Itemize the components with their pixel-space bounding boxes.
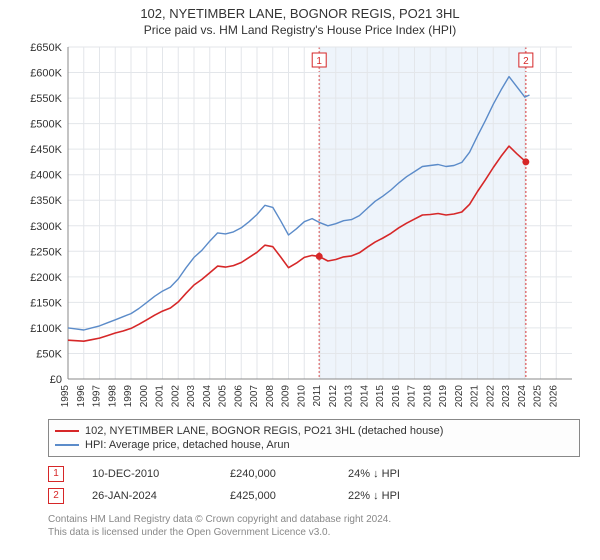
svg-text:2016: 2016	[391, 385, 402, 408]
svg-text:2019: 2019	[438, 385, 449, 408]
price-chart-card: { "header": { "title": "102, NYETIMBER L…	[0, 0, 600, 560]
svg-text:1995: 1995	[60, 385, 71, 408]
svg-text:2015: 2015	[375, 385, 386, 408]
svg-text:1999: 1999	[123, 385, 134, 408]
svg-text:£200K: £200K	[30, 272, 62, 284]
svg-text:1997: 1997	[92, 385, 103, 408]
svg-text:2004: 2004	[202, 385, 213, 408]
legend-item: HPI: Average price, detached house, Arun	[55, 438, 573, 452]
svg-text:2010: 2010	[296, 385, 307, 408]
svg-text:2008: 2008	[265, 385, 276, 408]
transactions-table: 1 10-DEC-2010 £240,000 24% ↓ HPI 2 26-JAN-202…	[48, 463, 580, 507]
line-chart-svg: £0 £50K £100K £150K £200K £250K £300K £350K £400…	[20, 41, 580, 413]
svg-text:2018: 2018	[422, 385, 433, 408]
svg-text:£150K: £150K	[30, 297, 62, 309]
transaction-diff: 24% ↓ HPI	[348, 468, 448, 480]
legend-swatch	[55, 430, 79, 432]
svg-text:2003: 2003	[186, 385, 197, 408]
svg-text:1998: 1998	[107, 385, 118, 408]
attribution: Contains HM Land Registry data © Crown c…	[48, 513, 580, 539]
svg-text:2007: 2007	[249, 385, 260, 408]
transaction-row: 1 10-DEC-2010 £240,000 24% ↓ HPI	[48, 463, 580, 485]
legend-item: 102, NYETIMBER LANE, BOGNOR REGIS, PO21 …	[55, 424, 573, 438]
legend-label: HPI: Average price, detached house, Arun	[85, 439, 290, 451]
svg-text:2000: 2000	[139, 385, 150, 408]
svg-text:2013: 2013	[344, 385, 355, 408]
svg-text:2006: 2006	[233, 385, 244, 408]
legend-swatch	[55, 444, 79, 446]
svg-text:2022: 2022	[485, 385, 496, 408]
transaction-date: 26-JAN-2024	[92, 490, 202, 502]
chart-title: 102, NYETIMBER LANE, BOGNOR REGIS, PO21 …	[0, 0, 600, 21]
svg-text:1: 1	[316, 56, 322, 67]
transaction-price: £240,000	[230, 468, 320, 480]
svg-text:£450K: £450K	[30, 144, 62, 156]
chart-area: £0 £50K £100K £150K £200K £250K £300K £350K £400…	[20, 41, 580, 413]
svg-text:£350K: £350K	[30, 195, 62, 207]
svg-text:2: 2	[523, 56, 529, 67]
svg-text:1996: 1996	[76, 385, 87, 408]
transaction-row: 2 26-JAN-2024 £425,000 22% ↓ HPI	[48, 485, 580, 507]
svg-text:2005: 2005	[218, 385, 229, 408]
attribution-line: This data is licensed under the Open Gov…	[48, 526, 580, 539]
svg-text:2009: 2009	[281, 385, 292, 408]
transaction-date: 10-DEC-2010	[92, 468, 202, 480]
svg-text:2017: 2017	[407, 385, 418, 408]
attribution-line: Contains HM Land Registry data © Crown c…	[48, 513, 580, 526]
transaction-marker: 2	[48, 488, 64, 504]
svg-text:2011: 2011	[312, 385, 323, 407]
svg-text:2024: 2024	[517, 385, 528, 408]
svg-text:2012: 2012	[328, 385, 339, 408]
svg-text:£550K: £550K	[30, 93, 62, 105]
transaction-marker: 1	[48, 466, 64, 482]
svg-text:£650K: £650K	[30, 42, 62, 54]
svg-text:2021: 2021	[470, 385, 481, 408]
svg-text:2026: 2026	[548, 385, 559, 408]
svg-text:2023: 2023	[501, 385, 512, 408]
svg-text:2001: 2001	[155, 385, 166, 408]
svg-text:£50K: £50K	[36, 348, 62, 360]
svg-text:£600K: £600K	[30, 68, 62, 80]
svg-text:£500K: £500K	[30, 119, 62, 131]
svg-text:£250K: £250K	[30, 246, 62, 258]
svg-text:£400K: £400K	[30, 170, 62, 182]
svg-text:2014: 2014	[359, 385, 370, 408]
svg-text:£0: £0	[50, 374, 62, 386]
legend-label: 102, NYETIMBER LANE, BOGNOR REGIS, PO21 …	[85, 425, 443, 437]
svg-text:£300K: £300K	[30, 221, 62, 233]
svg-text:2002: 2002	[170, 385, 181, 408]
transaction-price: £425,000	[230, 490, 320, 502]
svg-text:£100K: £100K	[30, 323, 62, 335]
chart-subtitle: Price paid vs. HM Land Registry's House …	[0, 21, 600, 41]
svg-text:2020: 2020	[454, 385, 465, 408]
legend: 102, NYETIMBER LANE, BOGNOR REGIS, PO21 …	[48, 419, 580, 457]
svg-text:2025: 2025	[533, 385, 544, 408]
transaction-diff: 22% ↓ HPI	[348, 490, 448, 502]
